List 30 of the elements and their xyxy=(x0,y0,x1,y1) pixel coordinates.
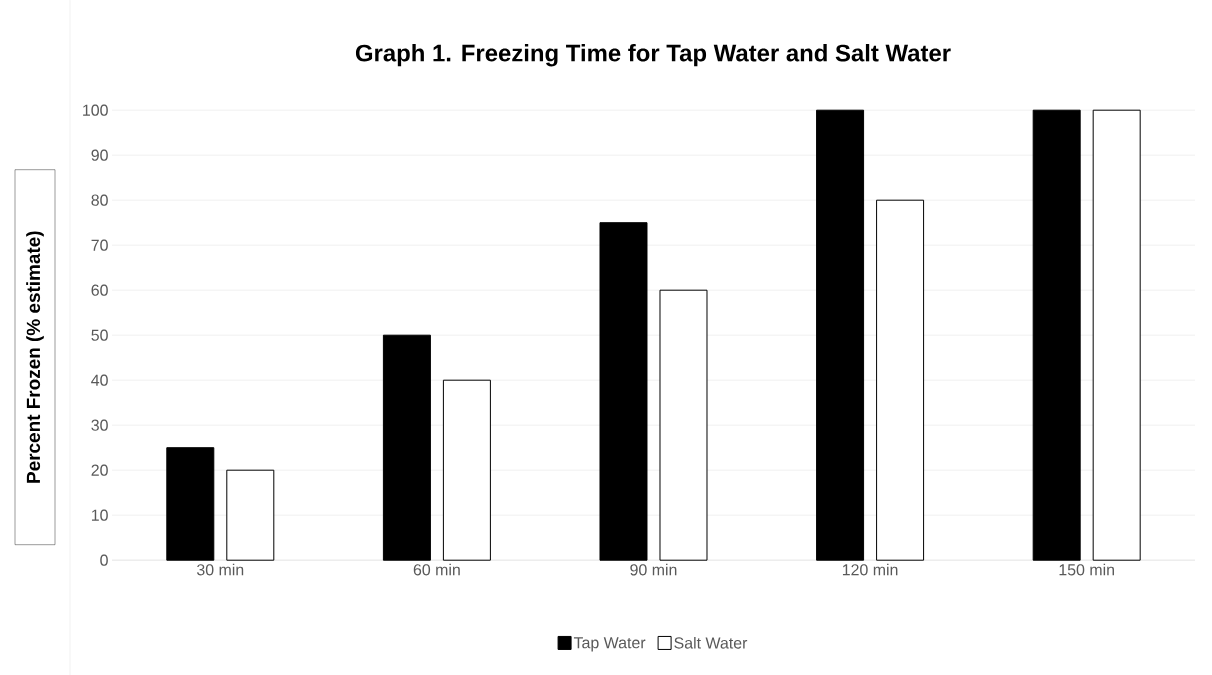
x-tick-label: 60 min xyxy=(413,563,460,576)
bar xyxy=(1092,109,1141,561)
x-tick-label: 30 min xyxy=(196,563,244,576)
bar xyxy=(226,469,275,561)
y-tick-label: 20 xyxy=(91,464,108,476)
y-tick-label: 50 xyxy=(91,329,108,341)
bar xyxy=(166,447,215,561)
x-tick-label: 150 min xyxy=(1059,563,1114,576)
bar xyxy=(442,379,491,561)
chart-title: Graph 1. Freezing Time for Tap Water and Salt Water xyxy=(355,43,951,67)
x-tick-label: 120 min xyxy=(842,563,898,576)
y-tick-label: 30 xyxy=(91,419,108,431)
y-tick-label: 0 xyxy=(100,554,108,566)
legend-label: Tap Water xyxy=(573,637,646,652)
y-axis-title: Percent Frozen (% estimate) xyxy=(26,231,44,483)
bar xyxy=(382,334,431,561)
y-tick-label: 60 xyxy=(91,284,108,296)
bar xyxy=(1032,109,1081,561)
bar xyxy=(599,222,648,561)
bar xyxy=(816,109,865,561)
y-tick-label: 10 xyxy=(91,509,108,521)
bar xyxy=(876,199,925,561)
y-tick-label: 70 xyxy=(91,239,108,251)
legend-label: Salt Water xyxy=(674,636,748,649)
y-tick-label: 90 xyxy=(91,149,108,161)
y-tick-label: 40 xyxy=(91,374,108,386)
x-tick-label: 90 min xyxy=(630,563,677,576)
bar xyxy=(659,289,708,561)
y-tick-label: 100 xyxy=(83,104,108,116)
y-tick-label: 80 xyxy=(91,194,108,206)
